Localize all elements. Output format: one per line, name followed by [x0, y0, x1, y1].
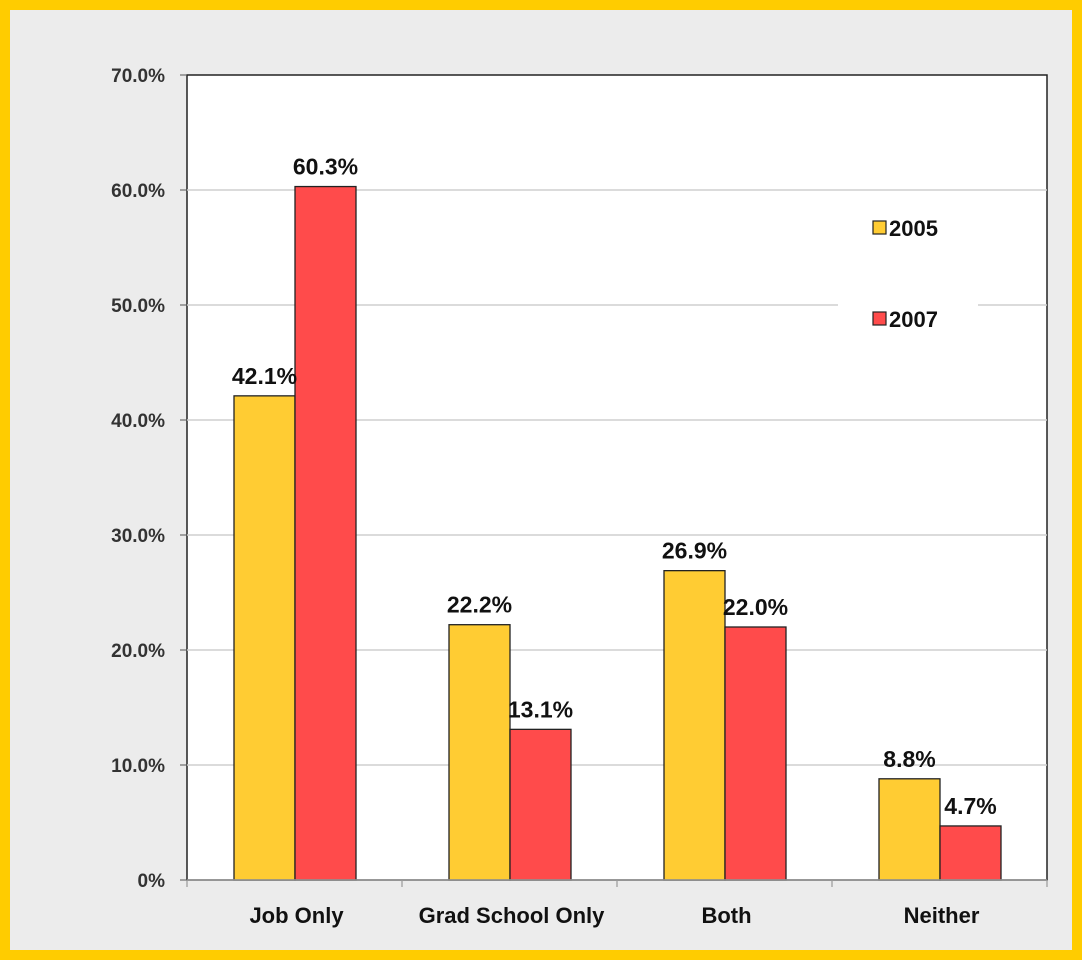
legend-label: 2007 [889, 307, 938, 332]
bar-2007-grad-school-only [509, 728, 572, 881]
category-label: Grad School Only [419, 903, 606, 928]
data-label: 22.0% [723, 594, 788, 620]
y-tick-label: 70.0% [111, 66, 165, 87]
bar-2007-both [724, 626, 787, 881]
y-tick-label: 0% [138, 871, 166, 892]
bar-2007-job-only [294, 185, 357, 881]
legend-box [838, 200, 978, 350]
data-label: 8.8% [883, 746, 935, 772]
y-axis-ticks: 0% 10.0% 20.0% 30.0% 40.0% 50.0% 60.0% 70.0% [111, 66, 187, 892]
bars [233, 185, 1002, 881]
data-label: 4.7% [944, 793, 996, 819]
y-tick-label: 30.0% [111, 526, 165, 547]
category-label: Job Only [249, 903, 344, 928]
y-tick-label: 10.0% [111, 756, 165, 777]
bar-2005-both [663, 570, 726, 881]
legend: 2005 2007 [838, 200, 978, 350]
y-tick-label: 60.0% [111, 181, 165, 202]
bar-2005-neither [878, 778, 941, 881]
data-label: 42.1% [232, 363, 297, 389]
data-label: 22.2% [447, 592, 512, 618]
data-label: 60.3% [293, 154, 358, 180]
y-tick-label: 40.0% [111, 411, 165, 432]
data-label: 13.1% [508, 696, 573, 722]
data-label: 26.9% [662, 538, 727, 564]
data-labels: 42.1% 60.3% 22.2% 13.1% 26.9% 22.0% 8.8% 4.7% [232, 154, 997, 819]
bar-2005-grad-school-only [448, 624, 511, 881]
legend-swatch-2005 [872, 220, 887, 235]
y-tick-label: 20.0% [111, 641, 165, 662]
legend-swatch-2007 [872, 311, 887, 326]
bar-2007-neither [939, 825, 1002, 881]
category-label: Neither [904, 903, 980, 928]
bar-2005-job-only [233, 395, 296, 881]
x-axis: Job Only Grad School Only Both Neither [186, 879, 1048, 928]
y-tick-label: 50.0% [111, 296, 165, 317]
legend-label: 2005 [889, 216, 938, 241]
category-label: Both [701, 903, 751, 928]
